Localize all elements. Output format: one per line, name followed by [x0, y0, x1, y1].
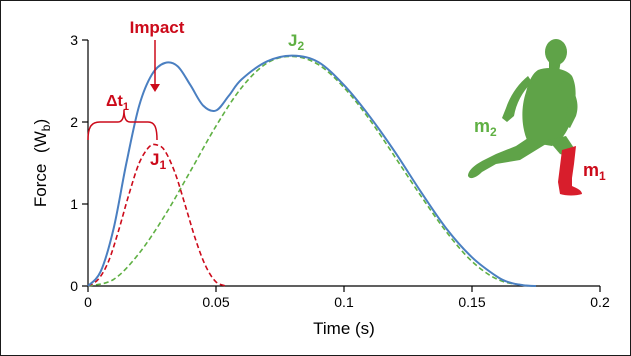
y-tick-label-0: 0: [70, 278, 78, 294]
delta-t-symbol: Δt: [106, 93, 124, 110]
m2-symbol: m: [474, 116, 490, 136]
j1-sub: 1: [159, 158, 166, 172]
j1-label: J1: [150, 150, 166, 172]
m1-label: m1: [583, 160, 606, 183]
x-tick-label-0: 0: [84, 294, 92, 310]
delta-t-bracket: [87, 109, 158, 141]
y-tick-label-1: 1: [70, 196, 78, 212]
m2-sub: 2: [490, 125, 497, 139]
runner-back-leg: [468, 138, 546, 179]
impact-arrow-head: [150, 84, 160, 92]
j2-sub: 2: [297, 39, 304, 53]
j2-symbol: J: [288, 31, 297, 50]
series-line-body-force: [87, 55, 537, 287]
series-line-impact-force: [87, 143, 227, 287]
y-tick-label-3: 3: [70, 32, 78, 48]
impact-label: Impact: [130, 18, 185, 37]
x-tick-label-2: 0.1: [334, 294, 354, 310]
m2-label: m2: [474, 116, 497, 139]
delta-t-sub: 1: [123, 101, 129, 113]
x-tick-label-1: 0.05: [202, 294, 229, 310]
runner-front-arm: [558, 80, 578, 128]
x-tick-label-3: 0.15: [458, 294, 485, 310]
j1-symbol: J: [150, 150, 159, 169]
x-tick-label-4: 0.2: [590, 294, 610, 310]
y-axis-title-main: Force: [31, 164, 50, 207]
m1-symbol: m: [583, 160, 599, 180]
runner-figure: [468, 39, 582, 196]
y-axis-title-unit-sub: b: [39, 124, 53, 131]
delta-t-label: Δt1: [106, 93, 129, 113]
runner-head: [545, 39, 567, 65]
y-axis-title: Force (Wb): [31, 119, 53, 207]
y-tick-label-2: 2: [70, 114, 78, 130]
m1-sub: 1: [599, 169, 606, 183]
runner-back-arm: [502, 76, 532, 122]
x-axis-title: Time (s): [313, 319, 375, 338]
runner-front-shank: [558, 146, 582, 196]
series-line-total-force: [87, 54, 537, 287]
j2-label: J2: [288, 31, 304, 53]
y-axis-title-open-paren: (: [31, 147, 50, 153]
y-axis-title-unit: W: [31, 131, 50, 147]
y-axis-title-close-paren: ): [31, 119, 50, 125]
